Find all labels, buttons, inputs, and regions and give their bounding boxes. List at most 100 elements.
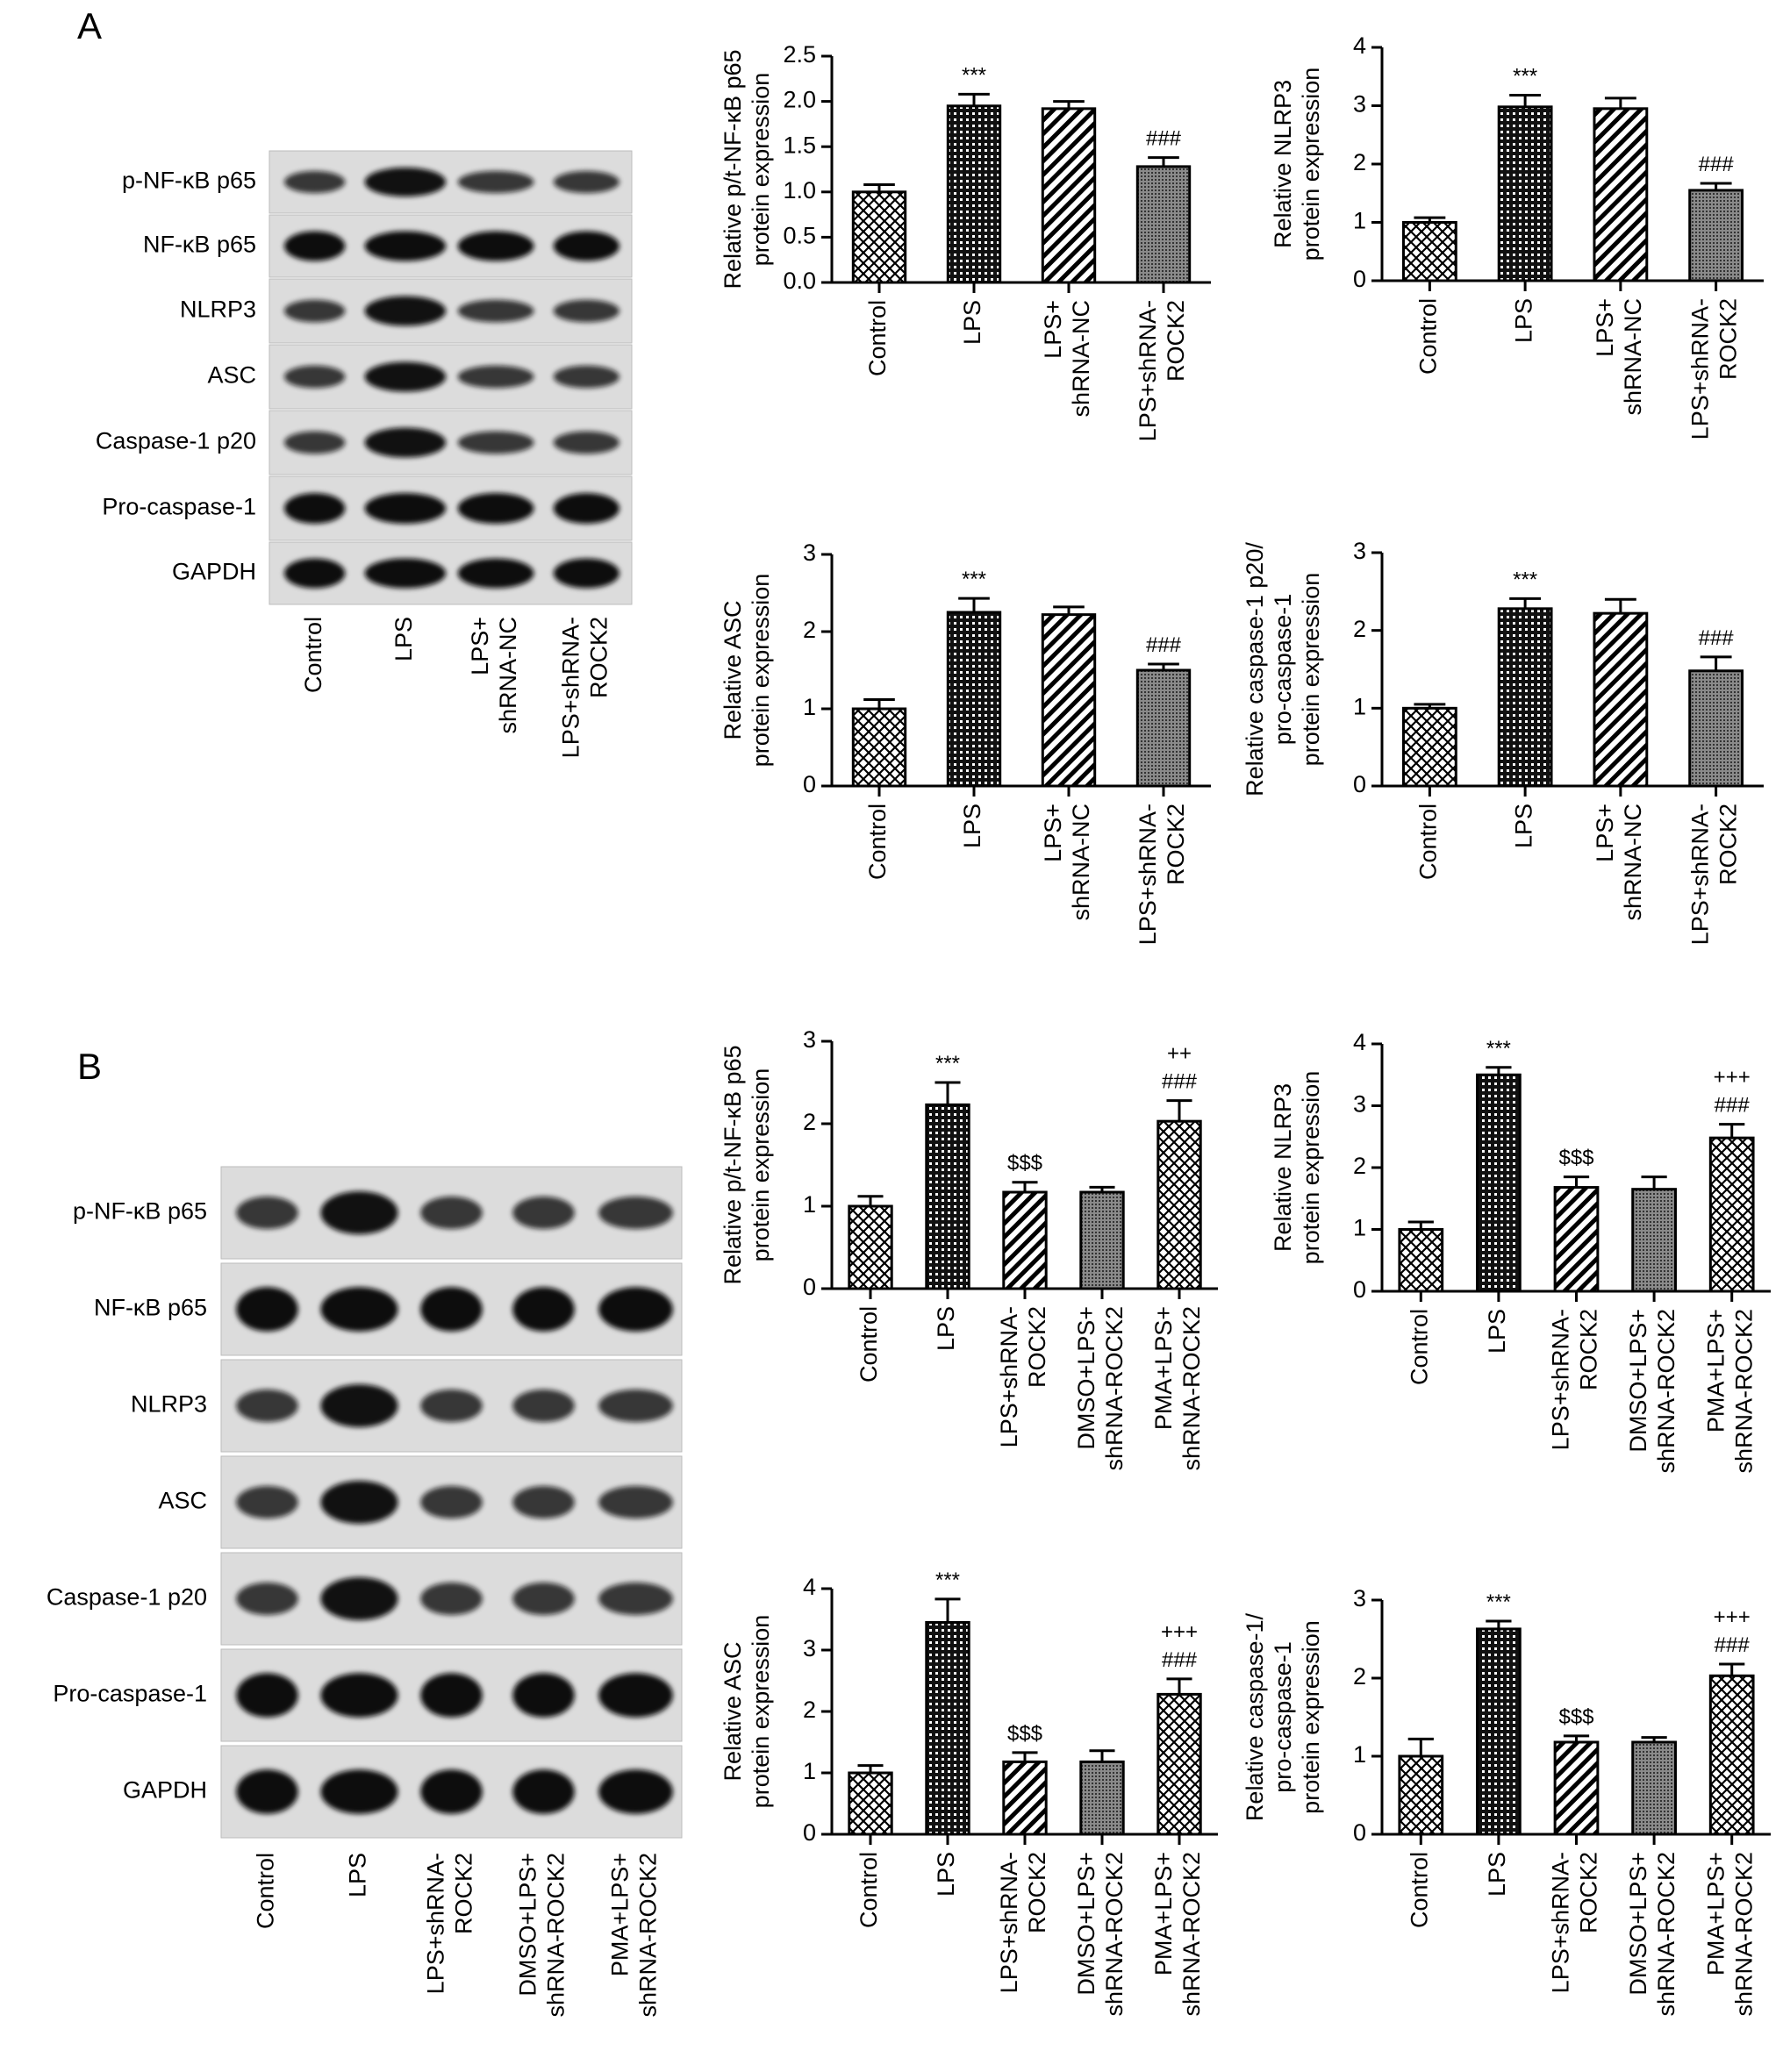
- blot-band: [457, 431, 534, 454]
- x-tick-label: LPS+shRNA-ROCK2: [1548, 1852, 1602, 1993]
- significance-mark: ***: [962, 568, 986, 591]
- blot-band: [364, 427, 447, 458]
- x-tick-label: LPS: [933, 1852, 959, 1897]
- panel-label: B: [77, 1046, 102, 1087]
- blot-lane-label: LPS+shRNA-NC: [467, 617, 521, 734]
- y-axis-title: Relative caspase-1 p20/pro-caspase-1prot…: [1242, 542, 1324, 797]
- y-tick-label: 3: [1353, 538, 1366, 564]
- bar: [851, 190, 907, 284]
- y-tick-label: 1: [1353, 693, 1366, 719]
- significance-mark: ***: [1486, 1590, 1511, 1614]
- x-tick-label: Control: [1406, 1852, 1432, 1928]
- bar: [1553, 1186, 1600, 1293]
- blot-lane-label-group: LPS: [345, 1853, 371, 1897]
- x-tick-label-group: LPS: [1484, 1852, 1510, 1897]
- x-tick-label: DMSO+LPS+shRNA-ROCK2: [1625, 1852, 1679, 2017]
- blot-row-label: p-NF-κB p65: [73, 1198, 207, 1225]
- y-tick-label: 4: [803, 1574, 816, 1600]
- y-axis-title: Relative ASCprotein expression: [720, 574, 774, 768]
- y-axis-title: Relative p/t-NF-κB p65protein expression: [720, 1045, 774, 1284]
- y-tick-label: 1.0: [783, 177, 816, 204]
- x-tick-label-group: LPS: [1510, 298, 1536, 343]
- y-tick-label: 3: [803, 539, 816, 566]
- x-tick-label-group: DMSO+LPS+shRNA-ROCK2: [1073, 1852, 1128, 2017]
- blot-lane-label-group: LPS+shRNA-NC: [467, 617, 521, 734]
- y-axis-title: Relative ASCprotein expression: [720, 1615, 774, 1809]
- x-tick-label-group: LPS: [959, 300, 985, 345]
- blot-band: [283, 231, 346, 261]
- blot-band: [420, 1389, 483, 1423]
- x-tick-label-group: PMA+LPS+shRNA-ROCK2: [1703, 1309, 1758, 1474]
- significance-mark: ***: [935, 1568, 960, 1592]
- y-tick-label: 2: [803, 617, 816, 643]
- bar: [851, 707, 907, 788]
- bar: [1079, 1190, 1125, 1290]
- x-tick-label: LPS: [1510, 298, 1536, 343]
- blot-lane-label: LPS: [345, 1853, 371, 1897]
- blot-lane-label-group: Control: [253, 1853, 279, 1929]
- x-tick-label-group: PMA+LPS+shRNA-ROCK2: [1703, 1852, 1758, 2017]
- blot-lane-label: LPS+shRNA-ROCK2: [558, 617, 612, 758]
- blot-lane-label: Control: [300, 617, 326, 693]
- blot-row-label: ASC: [207, 362, 256, 389]
- blot-band: [553, 231, 619, 261]
- y-tick-label: 0: [803, 1274, 816, 1300]
- y-tick-label: 0: [803, 1819, 816, 1846]
- y-tick-label: 1: [803, 694, 816, 720]
- blot-band: [420, 1485, 483, 1519]
- blot-band: [457, 170, 534, 194]
- y-tick-label: 4: [1353, 32, 1366, 59]
- blot-band: [553, 365, 619, 389]
- y-label-group: Relative NLRP3protein expression: [1270, 1071, 1324, 1265]
- blot-row-label: GAPDH: [123, 1777, 207, 1804]
- blot-band: [364, 361, 447, 392]
- x-tick-label-group: Control: [856, 1852, 882, 1928]
- blot-band: [236, 1769, 298, 1814]
- significance-mark: $$$: [1007, 1722, 1042, 1746]
- x-tick-label: PMA+LPS+shRNA-ROCK2: [1150, 1852, 1205, 2017]
- x-tick-label-group: LPS+shRNA-ROCK2: [1687, 804, 1742, 945]
- y-tick-label: 0: [1353, 266, 1366, 292]
- bar: [1002, 1190, 1048, 1290]
- blot-band: [420, 1196, 483, 1230]
- x-tick-label: Control: [1415, 804, 1442, 880]
- blot-lane-label-group: DMSO+LPS+shRNA-ROCK2: [515, 1853, 569, 2018]
- blot-band: [553, 431, 619, 454]
- x-tick-label: LPS: [1484, 1309, 1510, 1354]
- blot-band: [320, 1287, 398, 1332]
- x-tick-label-group: LPS+shRNA-NC: [1592, 804, 1646, 921]
- blot-row-label: Pro-caspase-1: [53, 1681, 207, 1707]
- x-tick-label-group: DMSO+LPS+shRNA-ROCK2: [1073, 1306, 1128, 1471]
- y-axis-title: Relative p/t-NF-κB p65protein expression: [720, 49, 774, 289]
- y-axis-title: Relative NLRP3protein expression: [1270, 68, 1324, 261]
- y-axis-title: Relative NLRP3protein expression: [1270, 1071, 1324, 1265]
- blot-row-label: Caspase-1 p20: [47, 1584, 207, 1611]
- blot-band: [283, 365, 346, 389]
- x-tick-label: PMA+LPS+shRNA-ROCK2: [1703, 1309, 1758, 1474]
- x-tick-label-group: Control: [864, 300, 891, 376]
- blot-band: [457, 492, 534, 525]
- blot-band: [420, 1673, 483, 1718]
- significance-mark: $$$: [1007, 1152, 1042, 1175]
- y-tick-label: 0: [1353, 771, 1366, 797]
- x-tick-label: DMSO+LPS+shRNA-ROCK2: [1073, 1306, 1128, 1471]
- blot-band: [598, 1769, 673, 1814]
- bar: [1041, 613, 1097, 788]
- y-tick-label: 2: [803, 1697, 816, 1723]
- x-tick-label-group: LPS+shRNA-ROCK2: [996, 1306, 1050, 1447]
- blot-band: [320, 1673, 398, 1718]
- blot-lane-label: Control: [253, 1853, 279, 1929]
- bar: [1401, 221, 1457, 282]
- x-tick-label-group: LPS: [1484, 1309, 1510, 1354]
- y-label-group: Relative ASCprotein expression: [720, 574, 774, 768]
- bar: [1708, 1136, 1755, 1293]
- blot-band: [598, 1196, 673, 1230]
- bar: [1079, 1760, 1125, 1836]
- x-tick-label: LPS+shRNA-ROCK2: [1548, 1309, 1602, 1450]
- x-tick-label: LPS+shRNA-NC: [1040, 300, 1094, 418]
- x-tick-label-group: LPS+shRNA-ROCK2: [1548, 1852, 1602, 1993]
- x-tick-label: Control: [864, 300, 891, 376]
- bar: [1476, 1073, 1522, 1293]
- blot-lane-label: LPS+shRNA-ROCK2: [423, 1853, 477, 1994]
